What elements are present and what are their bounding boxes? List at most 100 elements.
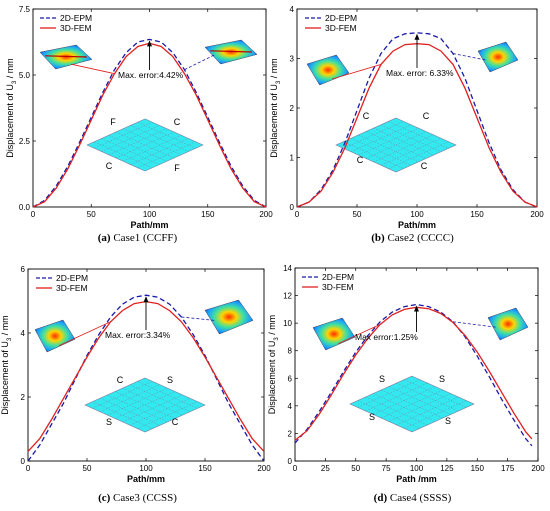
mesh-line: [107, 394, 168, 423]
path-line-marker: [210, 50, 252, 53]
mesh-line: [365, 131, 427, 159]
mesh-line: [114, 391, 176, 419]
x-tick-label: 100: [139, 464, 153, 473]
arrow-head: [414, 305, 419, 312]
series-line-2d-epm: [294, 303, 533, 447]
y-tick-label: 0: [288, 457, 293, 466]
arrow-head: [147, 40, 152, 47]
x-axis-label: Path/mm: [127, 474, 165, 484]
boundary-condition-label: C: [174, 117, 181, 127]
boundary-condition-label: C: [421, 161, 428, 171]
mesh-line: [92, 381, 153, 409]
boundary-condition-label: S: [106, 417, 112, 427]
plate-mesh: [84, 377, 206, 433]
mesh-line: [380, 389, 444, 419]
boundary-condition-label: S: [379, 374, 385, 384]
x-tick-label: 150: [471, 464, 485, 473]
y-axis-label-subscript: 3: [274, 337, 280, 341]
y-tick-label: 5.0: [19, 71, 31, 80]
connector-2d-epm: [184, 54, 216, 71]
mesh-line: [99, 398, 161, 426]
connector-3d-fem: [71, 63, 115, 75]
boundary-condition-label: S: [167, 375, 173, 385]
chart-panel-b: 0 50 100 150 200 0 1 2 3 4 Path/mm Displacement of …: [269, 5, 544, 230]
mesh-line: [396, 382, 459, 412]
arrow-head: [414, 33, 420, 40]
mesh-line: [114, 391, 176, 419]
y-tick-label: 2: [21, 393, 26, 402]
mesh-line: [388, 141, 449, 169]
boundary-condition-label: F: [110, 117, 116, 127]
mesh-line: [396, 396, 459, 426]
caption-c: (c) Case3 (CCSS): [0, 492, 275, 504]
y-tick-label: 2: [290, 104, 295, 113]
y-tick-label: 3: [290, 55, 295, 64]
displacement-contour-map: [204, 299, 254, 335]
x-tick-label: 150: [198, 464, 212, 473]
max-error-annotation: Max. error: 6.33%: [386, 68, 454, 78]
y-axis-label-prefix: Displacement of U: [267, 341, 277, 415]
mesh-line: [357, 379, 420, 408]
x-axis-label: Path /mm: [396, 474, 437, 484]
x-tick-label: 200: [531, 464, 545, 473]
caption-a: (a) Case1 (CCFF): [0, 232, 275, 244]
mesh-line: [343, 141, 404, 169]
caption-b-letter: (b): [371, 232, 385, 244]
y-axis-label: Displacement of U3 / mm: [5, 58, 18, 157]
mesh-line: [358, 127, 419, 156]
legend-entry: 2D-EPM: [60, 13, 92, 23]
mesh-line: [388, 386, 451, 415]
chart-panel-d: 0 25 50 75 100 125 150 175 200 0 2 4 6 8 10 12 14 Path /m…: [267, 264, 545, 484]
caption-a-text: Case1 (CCFF): [113, 232, 178, 244]
connector-2d-epm: [452, 321, 497, 328]
caption-d-text: Case4 (SSSS): [389, 492, 452, 504]
series-line-2d-epm: [32, 38, 267, 208]
x-axis-label: Path/mm: [398, 220, 436, 230]
boundary-condition-label: S: [439, 374, 445, 384]
chart-panel-c: 0 50 100 150 200 0 2 4 6 Path/mm Displacement of U…: [0, 265, 271, 484]
y-tick-label: 0: [290, 203, 295, 212]
legend-entry: 2D-EPM: [56, 273, 88, 283]
x-tick-label: 100: [143, 210, 157, 219]
mesh-line: [122, 387, 183, 416]
mesh-line: [357, 400, 420, 429]
max-error-annotation: Max. error:3.34%: [105, 330, 171, 340]
mesh-line: [365, 396, 428, 426]
caption-b: (b) Case2 (CCCC): [275, 232, 550, 244]
caption-d-letter: (d): [373, 492, 388, 504]
mesh-line: [365, 131, 427, 159]
x-tick-label: 50: [87, 210, 96, 219]
caption-d: (d) Case4 (SSSS): [275, 492, 550, 504]
y-tick-label: 10: [283, 319, 292, 328]
mesh-line: [122, 394, 183, 423]
boundary-condition-label: F: [174, 163, 180, 173]
chart-panel-a: 0 50 100 150 200 0.0 2.5 5.0 7.5 Path/mm Displacem…: [5, 5, 273, 230]
legend-entry: 3D-FEM: [60, 23, 92, 33]
x-tick-label: 50: [351, 464, 360, 473]
x-axis-label: Path/mm: [130, 220, 168, 230]
mesh-line: [137, 401, 198, 429]
plate-mesh: [86, 118, 204, 172]
x-tick-label: 150: [201, 210, 215, 219]
mesh-line: [388, 393, 451, 422]
y-tick-label: 6: [21, 265, 26, 274]
mesh-line: [107, 387, 168, 416]
y-axis-label: Displacement of U3 / mm: [269, 58, 282, 157]
mesh-line: [358, 134, 419, 163]
connector-3d-fem: [332, 64, 382, 80]
y-axis-label-suffix: / mm: [0, 315, 10, 338]
x-tick-label: 50: [353, 210, 362, 219]
x-tick-label: 25: [321, 464, 330, 473]
caption-b-text: Case2 (CCCC): [387, 232, 454, 244]
y-tick-label: 12: [283, 292, 292, 301]
mesh-line: [404, 379, 467, 408]
connector-3d-fem: [58, 321, 111, 346]
y-tick-label: 1: [290, 154, 295, 163]
y-tick-label: 0: [21, 457, 26, 466]
boundary-condition-label: S: [445, 416, 451, 426]
displacement-contour-map: [312, 317, 356, 351]
y-tick-label: 4: [290, 5, 295, 14]
x-tick-label: 75: [382, 464, 391, 473]
displacement-contour-map: [477, 41, 519, 73]
x-tick-label: 0: [31, 210, 36, 219]
